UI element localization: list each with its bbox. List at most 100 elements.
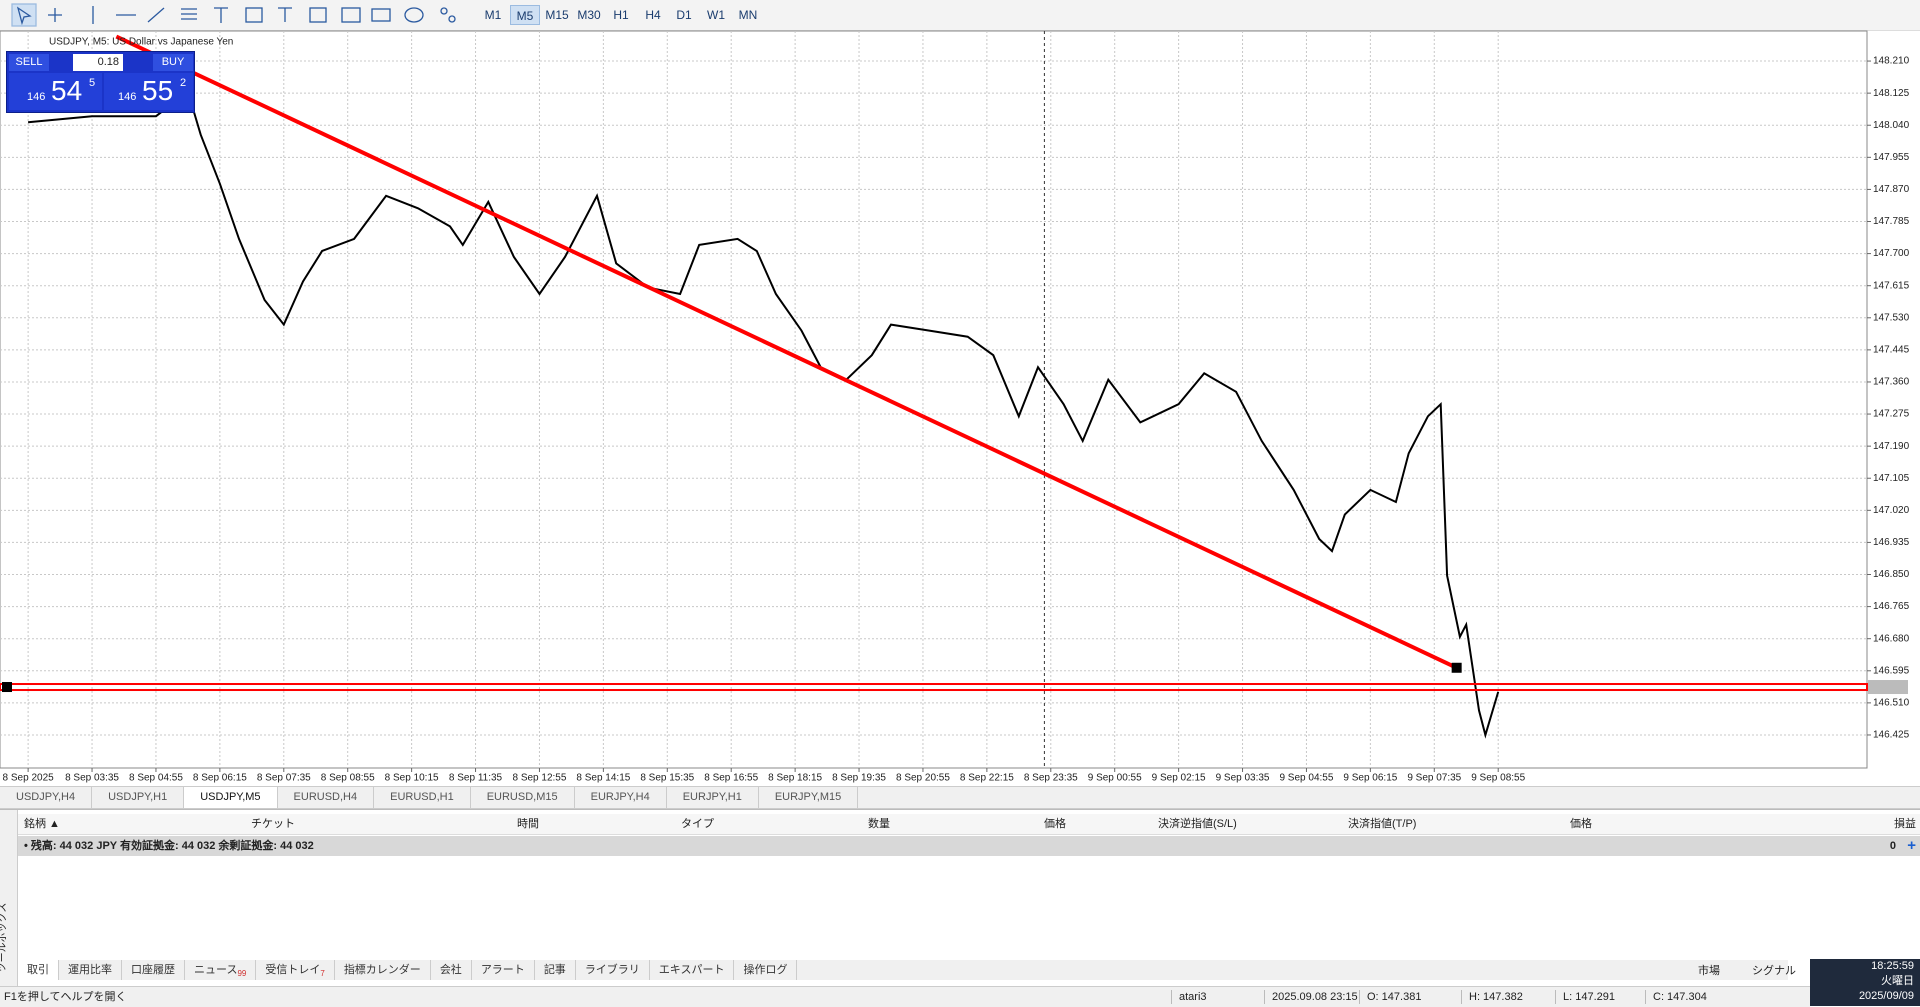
bid-price[interactable]: 146 54 5: [9, 73, 102, 110]
toolbox-tab[interactable]: 指標カレンダー: [335, 960, 431, 980]
column-header[interactable]: 銘柄 ▲: [24, 818, 60, 830]
status-separator: [1461, 990, 1462, 1004]
toolbox-tab[interactable]: 記事: [535, 960, 576, 980]
y-tick-label: 147.445: [1873, 345, 1910, 356]
status-high: H: 147.382: [1469, 991, 1523, 1003]
toolbox-tab[interactable]: 運用比率: [59, 960, 122, 980]
y-tick-label: 147.615: [1873, 280, 1910, 291]
toolbox-tab[interactable]: アラート: [472, 960, 535, 980]
chart-tab[interactable]: USDJPY,H4: [0, 787, 93, 808]
x-tick-label: 8 Sep 03:35: [65, 773, 119, 784]
signal-link[interactable]: シグナル: [1752, 965, 1796, 977]
add-button[interactable]: +: [1907, 837, 1916, 854]
toolbox-tab[interactable]: ニュース99: [185, 960, 257, 980]
price-axis: [1868, 31, 1920, 768]
x-tick-label: 8 Sep 19:35: [832, 773, 886, 784]
toolbox-tab[interactable]: 口座履歴: [122, 960, 185, 980]
clock-day: 火曜日: [1881, 975, 1914, 987]
status-separator: [1645, 990, 1646, 1004]
tab-label: 口座履歴: [131, 964, 175, 976]
y-tick-label: 146.595: [1873, 665, 1910, 676]
column-header[interactable]: 決済指値(T/P): [1348, 818, 1417, 830]
table-header: 銘柄 ▲ チケット 時間 タイプ 数量 価格 決済逆指値(S/L) 決済指値(T/P) 価格 損益: [18, 814, 1920, 835]
column-header[interactable]: 価格: [1044, 818, 1066, 830]
toolbox-tab[interactable]: 取引: [18, 960, 59, 980]
y-tick-label: 147.785: [1873, 216, 1910, 227]
chart-tab[interactable]: EURUSD,H4: [278, 787, 375, 808]
trend-handle: [1451, 662, 1462, 673]
bid-big: 146: [27, 91, 46, 103]
ask-price[interactable]: 146 55 2: [104, 73, 193, 110]
price-chart: 148.210 148.125 148.040 147.955 147.870 147.7…: [0, 30, 1920, 784]
chart-tab[interactable]: USDJPY,H1: [92, 787, 185, 808]
x-tick-label: 8 Sep 06:15: [193, 773, 247, 784]
chart-tab[interactable]: EURUSD,H1: [374, 787, 471, 808]
volume-input[interactable]: 0.18: [73, 54, 123, 71]
column-header[interactable]: 価格: [1570, 818, 1592, 830]
timeframe-button[interactable]: W1: [707, 8, 725, 22]
timeframe-button[interactable]: H4: [645, 8, 661, 22]
timeframe-button[interactable]: M1: [484, 8, 502, 22]
ask-point: 2: [180, 77, 187, 89]
horizontal-line: [0, 683, 1868, 692]
toolbox-tab[interactable]: エキスパート: [650, 960, 735, 980]
toolbox-side: ツールボックス: [0, 810, 18, 987]
x-tick-label: 9 Sep 04:55: [1279, 773, 1333, 784]
x-tick-label: 9 Sep 07:35: [1407, 773, 1461, 784]
column-header[interactable]: 時間: [517, 818, 539, 830]
chart-tab[interactable]: USDJPY,M5: [184, 787, 278, 808]
y-tick-label: 147.530: [1873, 312, 1910, 323]
x-tick-label: 9 Sep 00:55: [1088, 773, 1142, 784]
y-tick-label: 147.190: [1873, 441, 1910, 452]
column-header[interactable]: 数量: [868, 818, 890, 830]
toolbox-tab[interactable]: ライブラリ: [576, 960, 650, 980]
buy-button[interactable]: BUY: [153, 54, 193, 71]
chart-tab[interactable]: EURJPY,H4: [575, 787, 667, 808]
bid-pips: 54: [51, 75, 83, 106]
timeframe-button[interactable]: M5: [510, 5, 540, 25]
column-header[interactable]: チケット: [251, 818, 295, 830]
toolbox: ツールボックス 銘柄 ▲ チケット 時間 タイプ 数量 価格 決済逆指値(S/L) 決済指値(…: [0, 809, 1920, 987]
timeframe-button[interactable]: D1: [676, 8, 692, 22]
x-tick-label: 8 Sep 18:15: [768, 773, 822, 784]
toolbox-tab[interactable]: 受信トレイ7: [256, 960, 335, 980]
y-tick-label: 147.955: [1873, 152, 1910, 163]
toolbox-tab[interactable]: 会社: [431, 960, 472, 980]
tab-label: 会社: [439, 964, 462, 976]
status-separator: [1359, 990, 1360, 1004]
balance-text: 残高: 44 032 JPY 有効証拠金: 44 032 余剰証拠金: 44 0…: [30, 840, 314, 852]
timeframe-button[interactable]: M30: [577, 8, 601, 22]
tab-label: ニュース: [194, 964, 238, 976]
y-tick-label: 148.125: [1873, 88, 1910, 99]
chart-tab[interactable]: EURJPY,H1: [667, 787, 759, 808]
sell-button[interactable]: SELL: [9, 54, 49, 71]
column-header[interactable]: 損益: [1894, 818, 1916, 830]
tab-label: 取引: [27, 964, 49, 976]
x-tick-label: 8 Sep 07:35: [257, 773, 311, 784]
chart-title: USDJPY, M5: US Dollar vs Japanese Yen: [49, 37, 233, 48]
y-tick-label: 147.870: [1873, 184, 1910, 195]
tab-label: 受信トレイ: [265, 964, 321, 976]
ask-big: 146: [118, 91, 137, 103]
bullet: •: [24, 840, 31, 852]
x-tick-label: 8 Sep 2025: [3, 773, 55, 784]
timeframe-button[interactable]: MN: [738, 8, 758, 22]
timeframe-button[interactable]: M15: [545, 8, 569, 22]
tab-label: アラート: [480, 964, 525, 976]
toolbox-tab[interactable]: 操作ログ: [734, 960, 798, 980]
y-tick-label: 147.360: [1873, 377, 1910, 388]
hline-handle: [2, 682, 12, 693]
x-tick-label: 9 Sep 08:55: [1471, 773, 1525, 784]
toolbar-icons: [11, 3, 456, 27]
chart-tab[interactable]: EURUSD,M15: [471, 787, 575, 808]
x-tick-label: 8 Sep 12:55: [512, 773, 566, 784]
chart-tab[interactable]: EURJPY,M15: [759, 787, 859, 808]
column-header[interactable]: タイプ: [681, 818, 714, 830]
y-tick-label: 146.765: [1873, 601, 1910, 612]
status-separator: [1171, 990, 1172, 1004]
status-bar: F1を押してヘルプを開く atari3 2025.09.08 23:15 O: 147…: [0, 986, 1810, 1007]
timeframe-button[interactable]: H1: [613, 8, 629, 22]
column-header[interactable]: 決済逆指値(S/L): [1158, 818, 1237, 830]
market-link[interactable]: 市場: [1698, 965, 1720, 977]
status-separator: [1264, 990, 1265, 1004]
